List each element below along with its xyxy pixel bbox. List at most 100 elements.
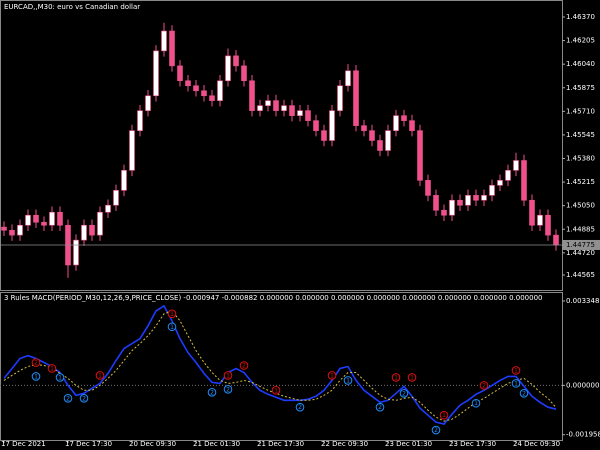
- signal-marker: [407, 373, 417, 382]
- signal-label: 2: [34, 360, 38, 367]
- signal-marker: [431, 425, 441, 435]
- signal-label: 1: [394, 374, 398, 381]
- candle-body: [329, 110, 335, 141]
- candle-body: [25, 214, 31, 226]
- signal-marker: [223, 371, 233, 380]
- candle-body: [209, 95, 215, 101]
- price-panel-frame: [0, 0, 563, 291]
- signal-label: 2: [66, 395, 70, 402]
- y-tick-label: -0.001958: [566, 431, 600, 439]
- candle-body: [105, 204, 111, 213]
- candle-body: [41, 221, 47, 226]
- candle-body: [321, 130, 327, 141]
- candle-body: [489, 185, 495, 196]
- signal-label: 1: [514, 367, 518, 374]
- candle-body: [265, 100, 271, 106]
- candle-body: [57, 211, 63, 226]
- candle-body: [289, 105, 295, 116]
- candle-body: [201, 90, 207, 97]
- x-tick-label: 23 Dec 17:30: [449, 440, 496, 448]
- candle-body: [393, 115, 399, 131]
- signal-label: 2: [242, 363, 246, 370]
- y-tick-label: 1.45215: [566, 178, 595, 186]
- signal-marker: [471, 398, 481, 408]
- candle-body: [257, 105, 263, 111]
- signal-marker: [31, 372, 41, 381]
- candle-body: [465, 195, 471, 206]
- candle-body: [513, 160, 519, 171]
- x-tick-label: 17 Dec 2021: [1, 440, 46, 448]
- candle-body: [121, 170, 127, 191]
- signal-marker: [79, 393, 89, 403]
- signal-label: 2: [434, 427, 438, 434]
- y-tick-label: 1.45380: [566, 155, 595, 163]
- candle-body: [153, 50, 159, 97]
- y-tick-label: 1.45545: [566, 131, 595, 139]
- candle-body: [481, 195, 487, 201]
- candle-body: [313, 120, 319, 131]
- candle-body: [89, 224, 95, 236]
- signal-marker: [271, 386, 281, 395]
- candle-body: [193, 85, 199, 92]
- signal-marker: [47, 364, 57, 373]
- signal-marker: [63, 393, 73, 403]
- y-tick-label: 1.46040: [566, 60, 595, 68]
- candle-body: [521, 160, 527, 201]
- candle-body: [497, 180, 503, 186]
- indicator-line: [3, 310, 557, 422]
- signal-label: 1: [50, 365, 54, 372]
- candle-body: [305, 110, 311, 121]
- candle-body: [73, 239, 79, 266]
- indicator-line: [3, 304, 557, 425]
- candle-body: [553, 234, 559, 246]
- signal-marker: [399, 389, 409, 398]
- signal-label: 1: [170, 311, 174, 318]
- candle-body: [17, 224, 23, 236]
- y-tick-label: 0.003348: [566, 297, 599, 305]
- candle-body: [217, 80, 223, 101]
- candle-body: [369, 130, 375, 141]
- candle-body: [9, 229, 15, 236]
- candle-body: [161, 30, 167, 52]
- x-tick-label: 23 Dec 01:30: [385, 440, 432, 448]
- signal-label: 1: [514, 380, 518, 387]
- current-price-box: [562, 239, 600, 250]
- x-tick-label: 24 Dec 09:30: [513, 440, 560, 448]
- candle-body: [417, 130, 423, 181]
- signal-marker: [511, 379, 521, 388]
- signal-label: 1: [226, 372, 230, 379]
- candle-body: [297, 110, 303, 116]
- signal-marker: [167, 322, 177, 332]
- y-tick-label: 1.46370: [566, 13, 595, 21]
- candle-body: [537, 214, 543, 226]
- candle-body: [353, 70, 359, 126]
- signal-marker: [31, 358, 41, 367]
- signal-label: 1: [474, 400, 478, 407]
- candle-body: [225, 55, 231, 82]
- y-tick-label: 1.45710: [566, 107, 595, 115]
- candle-body: [473, 195, 479, 201]
- y-tick-label: 1.44885: [566, 225, 595, 233]
- candle-body: [249, 80, 255, 111]
- signal-label: 1: [346, 377, 350, 384]
- candle-body: [113, 190, 119, 206]
- signal-label: 2: [402, 390, 406, 397]
- candle-body: [169, 30, 175, 67]
- candle-body: [49, 211, 55, 226]
- signal-label: 1: [98, 372, 102, 379]
- x-tick-label: 21 Dec 01:30: [193, 440, 240, 448]
- indicator-title: 3 Rules MACD(PERIOD_M30,12,26,9,PRICE_CL…: [4, 294, 543, 302]
- signal-marker: [479, 381, 489, 390]
- signal-marker: [167, 309, 177, 319]
- candle-body: [337, 85, 343, 111]
- signal-label: 2: [378, 404, 382, 411]
- signal-label: 1: [330, 372, 334, 379]
- candle-body: [1, 226, 7, 231]
- signal-marker: [511, 366, 521, 375]
- signal-label: 2: [210, 389, 214, 396]
- signal-marker: [343, 376, 353, 385]
- x-tick-label: 20 Dec 09:30: [129, 440, 176, 448]
- candle-body: [449, 199, 455, 216]
